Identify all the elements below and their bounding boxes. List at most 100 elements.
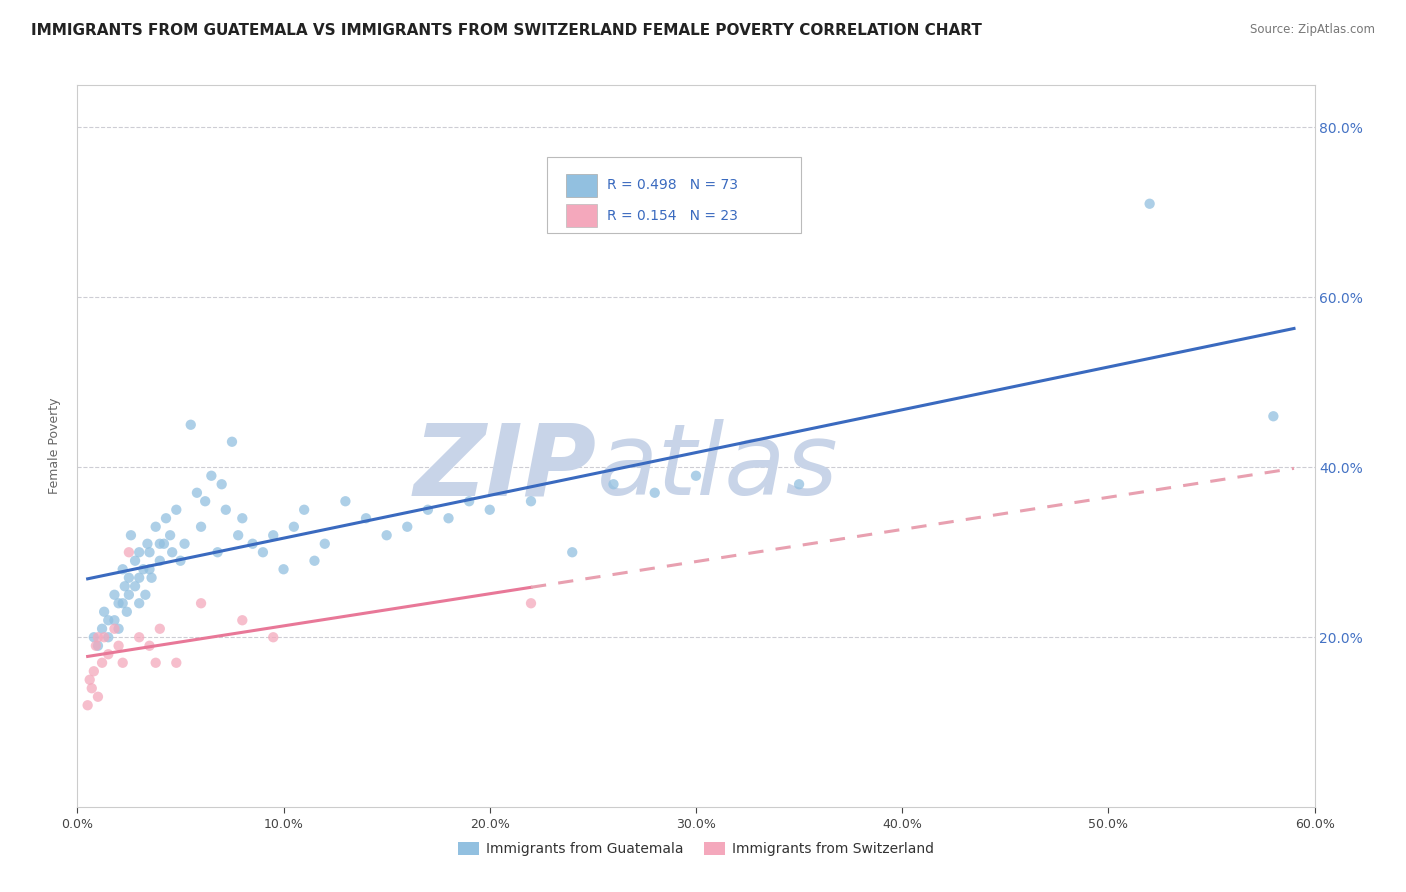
Bar <box>567 204 598 227</box>
Point <box>520 494 543 508</box>
Point <box>561 545 583 559</box>
Point <box>118 571 141 585</box>
Point <box>190 520 212 534</box>
Bar <box>567 174 598 197</box>
Point <box>165 656 187 670</box>
Point <box>180 417 202 432</box>
Point <box>107 622 129 636</box>
Point <box>207 545 229 559</box>
Point <box>1263 409 1285 424</box>
Point <box>169 554 191 568</box>
Point <box>396 520 419 534</box>
Point <box>128 571 150 585</box>
Point <box>252 545 274 559</box>
Point <box>186 485 208 500</box>
Text: ZIP: ZIP <box>413 419 598 516</box>
Point <box>134 588 156 602</box>
Point <box>128 596 150 610</box>
Point <box>335 494 357 508</box>
Point <box>149 554 172 568</box>
Y-axis label: Female Poverty: Female Poverty <box>48 398 62 494</box>
Point <box>141 571 163 585</box>
Point <box>138 562 160 576</box>
Point <box>103 588 125 602</box>
Point <box>128 545 150 559</box>
Text: R = 0.154   N = 23: R = 0.154 N = 23 <box>607 209 738 222</box>
Point <box>787 477 810 491</box>
Point <box>221 434 243 449</box>
Point <box>155 511 177 525</box>
Point <box>231 613 253 627</box>
Point <box>145 520 167 534</box>
Point <box>97 613 120 627</box>
Point <box>80 681 103 696</box>
Point <box>520 596 543 610</box>
Point <box>416 502 439 516</box>
Point <box>76 698 98 713</box>
Point <box>145 656 167 670</box>
Point <box>354 511 377 525</box>
Point <box>160 545 183 559</box>
Point <box>478 502 501 516</box>
Point <box>118 545 141 559</box>
Point <box>159 528 181 542</box>
Point <box>262 528 284 542</box>
Point <box>87 630 110 644</box>
Point <box>111 562 134 576</box>
Point <box>200 468 222 483</box>
Point <box>190 596 212 610</box>
Point <box>103 622 125 636</box>
Point <box>149 537 172 551</box>
Point <box>215 502 238 516</box>
Point <box>211 477 233 491</box>
Point <box>1139 196 1161 211</box>
Point <box>262 630 284 644</box>
Point <box>91 656 114 670</box>
Point <box>153 537 176 551</box>
Point <box>138 639 160 653</box>
Point <box>83 630 105 644</box>
Point <box>79 673 101 687</box>
Point <box>83 665 105 679</box>
Point <box>103 613 125 627</box>
Point <box>283 520 305 534</box>
Point <box>242 537 264 551</box>
Text: atlas: atlas <box>598 419 838 516</box>
Point <box>685 468 707 483</box>
Point <box>115 605 138 619</box>
Point <box>173 537 195 551</box>
Point <box>93 630 115 644</box>
Point <box>128 630 150 644</box>
Point <box>124 579 146 593</box>
Point <box>87 690 110 704</box>
Point <box>149 622 172 636</box>
Point <box>375 528 398 542</box>
Text: R = 0.498   N = 73: R = 0.498 N = 73 <box>607 178 738 192</box>
Point <box>120 528 142 542</box>
FancyBboxPatch shape <box>547 157 801 233</box>
Point <box>132 562 155 576</box>
Point <box>84 639 107 653</box>
Point <box>97 647 120 661</box>
Text: Source: ZipAtlas.com: Source: ZipAtlas.com <box>1250 23 1375 37</box>
Point <box>118 588 141 602</box>
Point <box>602 477 624 491</box>
Point <box>91 622 114 636</box>
Point <box>644 485 666 500</box>
Point <box>231 511 253 525</box>
Point <box>304 554 326 568</box>
Point <box>111 596 134 610</box>
Point <box>165 502 187 516</box>
Point <box>273 562 295 576</box>
Point <box>138 545 160 559</box>
Point <box>93 605 115 619</box>
Point <box>194 494 217 508</box>
Point <box>437 511 460 525</box>
Point <box>87 639 110 653</box>
Text: IMMIGRANTS FROM GUATEMALA VS IMMIGRANTS FROM SWITZERLAND FEMALE POVERTY CORRELAT: IMMIGRANTS FROM GUATEMALA VS IMMIGRANTS … <box>31 23 981 38</box>
Point <box>111 656 134 670</box>
Point <box>124 554 146 568</box>
Point <box>136 537 159 551</box>
Point <box>114 579 136 593</box>
Point <box>107 596 129 610</box>
